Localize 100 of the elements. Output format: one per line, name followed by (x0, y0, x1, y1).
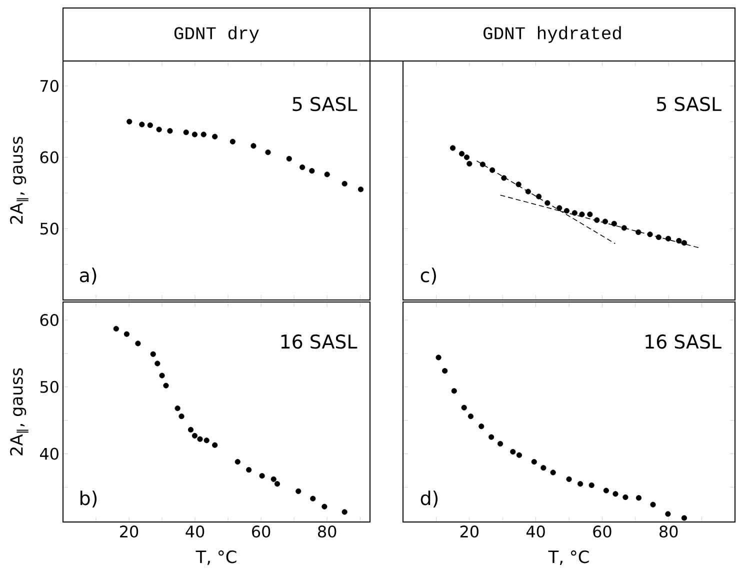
point (681, 240, 688, 246)
point (622, 494, 628, 500)
point (265, 150, 271, 156)
point (192, 432, 198, 439)
point (531, 459, 537, 465)
point (656, 234, 662, 240)
point (490, 167, 496, 173)
x-tick-label: 80 (318, 526, 336, 538)
point (230, 138, 236, 144)
point (342, 509, 348, 515)
point (259, 473, 265, 479)
point (310, 496, 316, 502)
point (154, 360, 160, 366)
y-tick-label: 40 (40, 448, 58, 460)
y-tick-label: 60 (40, 151, 58, 164)
chart-title: GDNT hydrated (484, 26, 621, 43)
point (497, 440, 504, 447)
annotation: 16 SASL (281, 334, 358, 349)
annotation: b) (80, 490, 97, 508)
x-tick-label: 60 (252, 526, 270, 538)
x-tick-label: 20 (120, 526, 138, 538)
chart-title: GDNT dry (174, 26, 259, 43)
point (270, 476, 276, 482)
point (192, 132, 198, 138)
annotation: a) (80, 268, 96, 285)
point (188, 426, 194, 433)
point (442, 368, 448, 374)
point (167, 128, 173, 134)
x-tick-label: 60 (593, 526, 612, 538)
point (126, 118, 132, 124)
point (156, 126, 162, 132)
point (621, 225, 627, 231)
point (450, 145, 456, 151)
point (540, 465, 546, 471)
point (451, 388, 457, 394)
point (234, 459, 240, 465)
point (516, 182, 522, 188)
point (536, 194, 542, 200)
point (178, 414, 184, 420)
point (183, 130, 189, 136)
point (566, 476, 572, 482)
point (212, 442, 218, 448)
y-tick-label: 60 (40, 314, 58, 326)
x-tick-label: 80 (660, 526, 678, 538)
point (501, 175, 507, 181)
point (468, 414, 474, 420)
point (665, 511, 671, 517)
point (665, 236, 672, 242)
point (594, 217, 600, 223)
point (488, 434, 494, 440)
point (647, 232, 653, 238)
point (322, 504, 328, 510)
point (113, 326, 119, 332)
annotation: 16 SASL (646, 334, 722, 349)
point (587, 212, 593, 218)
x-tick-label: 20 (460, 526, 478, 538)
point (572, 210, 578, 216)
point (612, 491, 618, 497)
point (163, 382, 169, 388)
y-axis-title: 2A$_{∥}$, gauss (10, 368, 28, 456)
point (636, 229, 642, 236)
point (174, 406, 180, 412)
point (564, 208, 570, 214)
point (200, 132, 206, 138)
point (611, 220, 617, 226)
point (464, 154, 470, 160)
point (250, 143, 256, 149)
point (124, 331, 130, 337)
x-tick-label: 40 (186, 526, 204, 538)
point (135, 340, 141, 346)
point (681, 515, 688, 521)
point (544, 200, 550, 206)
point (212, 134, 218, 140)
point (274, 481, 280, 487)
point (436, 354, 442, 360)
x-axis-title: T, °C (548, 550, 589, 565)
point (525, 188, 531, 194)
annotation: c) (420, 268, 436, 285)
point (358, 186, 364, 192)
annotation: 5 SASL (292, 96, 358, 112)
point (309, 168, 315, 174)
y-axis-title: 2A$_{∥}$, gauss (10, 136, 28, 224)
point (510, 448, 516, 455)
point (197, 436, 203, 442)
point (300, 164, 306, 170)
point (676, 238, 682, 244)
point (650, 502, 656, 508)
y-tick-label: 50 (40, 222, 58, 235)
y-tick-label: 50 (40, 380, 58, 393)
point (603, 488, 609, 494)
annotation: 5 SASL (657, 96, 722, 112)
point (150, 351, 156, 357)
point (147, 122, 153, 128)
point (588, 482, 594, 488)
point (516, 452, 522, 458)
point (159, 372, 165, 378)
point (139, 122, 145, 128)
point (246, 467, 252, 473)
annotation: d) (420, 490, 438, 508)
point (602, 218, 608, 224)
